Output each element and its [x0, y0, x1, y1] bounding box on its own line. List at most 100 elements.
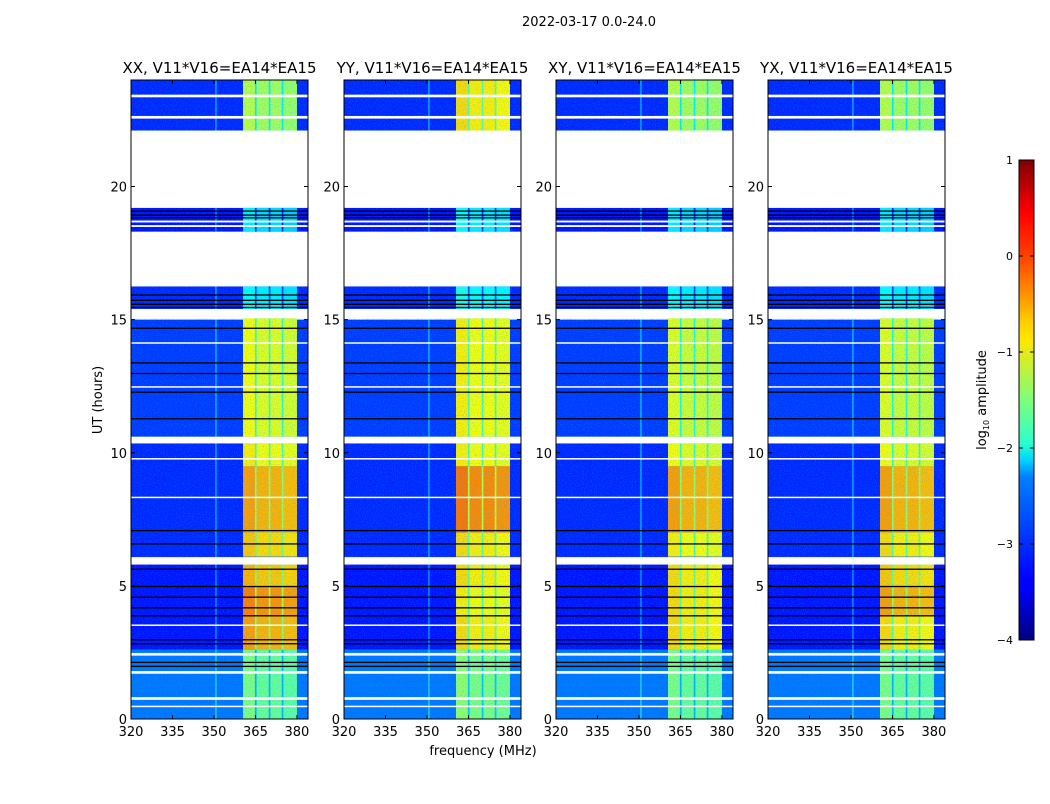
x-tick-label: 350 [202, 725, 227, 740]
dropout-line [344, 568, 521, 570]
flagged-time-range [556, 225, 733, 227]
dropout-line [344, 372, 521, 375]
dropout-line [768, 391, 945, 393]
flagged-time-range [768, 496, 945, 499]
dropout-line [344, 665, 521, 668]
y-tick-label: 5 [544, 580, 552, 595]
dropout-line [556, 217, 733, 219]
dropout-line [344, 299, 521, 301]
flagged-time-range [768, 671, 945, 674]
flagged-time-range [556, 458, 733, 460]
dropout-line [131, 661, 308, 664]
flagged-time-range [344, 697, 521, 700]
flagged-time-range [344, 308, 521, 319]
dropout-line [556, 327, 733, 329]
flagged-time-range [768, 225, 945, 227]
dropout-line [768, 210, 945, 212]
x-tick-label: 380 [498, 725, 523, 740]
plot-area [344, 80, 521, 719]
y-tick-label: 20 [747, 181, 764, 196]
dropout-line [768, 568, 945, 570]
dropout-line [131, 299, 308, 301]
dropout-line [556, 362, 733, 364]
flagged-time-range [768, 220, 945, 223]
flagged-time-range [344, 652, 521, 656]
y-tick-label: 10 [747, 447, 764, 462]
dropout-line [556, 585, 733, 588]
panel-title: XY, V11*V16=EA14*EA15 [548, 59, 741, 77]
y-tick-label: 5 [756, 580, 764, 595]
dropout-line [344, 362, 521, 364]
dropout-line [131, 303, 308, 305]
panel-title: XX, V11*V16=EA14*EA15 [122, 59, 316, 77]
plot-area [768, 80, 945, 719]
panel-0: XX, V11*V16=EA14*EA15 320 335 350 365 380 0 5 10… [110, 59, 316, 740]
colorbar-label: log10 amplitude [975, 350, 991, 450]
colorbar-tick-label: −3 [997, 538, 1013, 551]
dropout-line [344, 418, 521, 420]
y-tick-label: 15 [747, 314, 764, 329]
panel-1: YY, V11*V16=EA14*EA15 320 335 350 365 380 0 5 10… [323, 59, 528, 740]
dropout-line [556, 643, 733, 645]
dropout-line [131, 665, 308, 668]
x-tick-label: 335 [373, 725, 398, 740]
dropout-line [768, 372, 945, 375]
flagged-time-range [131, 458, 308, 460]
flagged-time-range [131, 231, 308, 287]
dropout-line [344, 639, 521, 641]
panel-title: YX, V11*V16=EA14*EA15 [759, 59, 953, 77]
plot-area [131, 80, 308, 719]
dropout-line [556, 294, 733, 296]
colorbar: 1 0 −1 −2 −3 −4 log10 amplitude [975, 154, 1035, 647]
flagged-time-range [556, 671, 733, 674]
panel-title: YY, V11*V16=EA14*EA15 [336, 59, 529, 77]
dropout-line [131, 210, 308, 212]
flagged-time-range [768, 308, 945, 319]
colorbar-tick-label: −4 [997, 634, 1013, 647]
x-tick-label: 350 [415, 725, 440, 740]
dropout-line [131, 596, 308, 598]
dropout-line [131, 643, 308, 645]
dropout-line [556, 568, 733, 570]
dropout-line [344, 661, 521, 664]
flagged-time-range [131, 557, 308, 565]
dropout-line [131, 391, 308, 393]
flagged-time-range [344, 436, 521, 444]
flagged-time-range [556, 342, 733, 344]
flagged-time-range [768, 458, 945, 460]
dropout-line [131, 568, 308, 570]
dropout-line [344, 210, 521, 212]
y-tick-label: 15 [535, 314, 552, 329]
x-tick-label: 335 [797, 725, 822, 740]
dropout-line [344, 615, 521, 617]
dropout-line [344, 214, 521, 216]
y-tick-label: 10 [535, 447, 552, 462]
x-tick-label: 380 [285, 725, 310, 740]
dropout-line [768, 639, 945, 641]
y-tick-label: 5 [119, 580, 127, 595]
flagged-time-range [131, 496, 308, 499]
flagged-time-range [131, 94, 308, 98]
x-tick-label: 380 [710, 725, 735, 740]
x-tick-label: 350 [627, 725, 652, 740]
flagged-time-range [344, 557, 521, 565]
flagged-time-range [556, 557, 733, 565]
flagged-time-range [344, 705, 521, 708]
panel-3: YX, V11*V16=EA14*EA15 320 335 350 365 380 0 5 10… [747, 59, 952, 740]
flagged-time-range [556, 496, 733, 499]
flagged-time-range [556, 308, 733, 319]
colorbar-tick-label: 0 [1006, 250, 1013, 263]
colorbar-tick-label: 1 [1006, 154, 1013, 167]
flagged-time-range [556, 231, 733, 287]
flagged-time-range [556, 697, 733, 700]
flagged-time-range [344, 231, 521, 287]
dropout-line [768, 585, 945, 588]
dropout-line [344, 303, 521, 305]
dropout-line [344, 217, 521, 219]
flagged-time-range [556, 115, 733, 119]
x-axis-label: frequency (MHz) [429, 744, 536, 759]
flagged-time-range [131, 225, 308, 227]
dropout-line [131, 217, 308, 219]
x-tick-label: 365 [880, 725, 905, 740]
flagged-time-range [768, 115, 945, 119]
